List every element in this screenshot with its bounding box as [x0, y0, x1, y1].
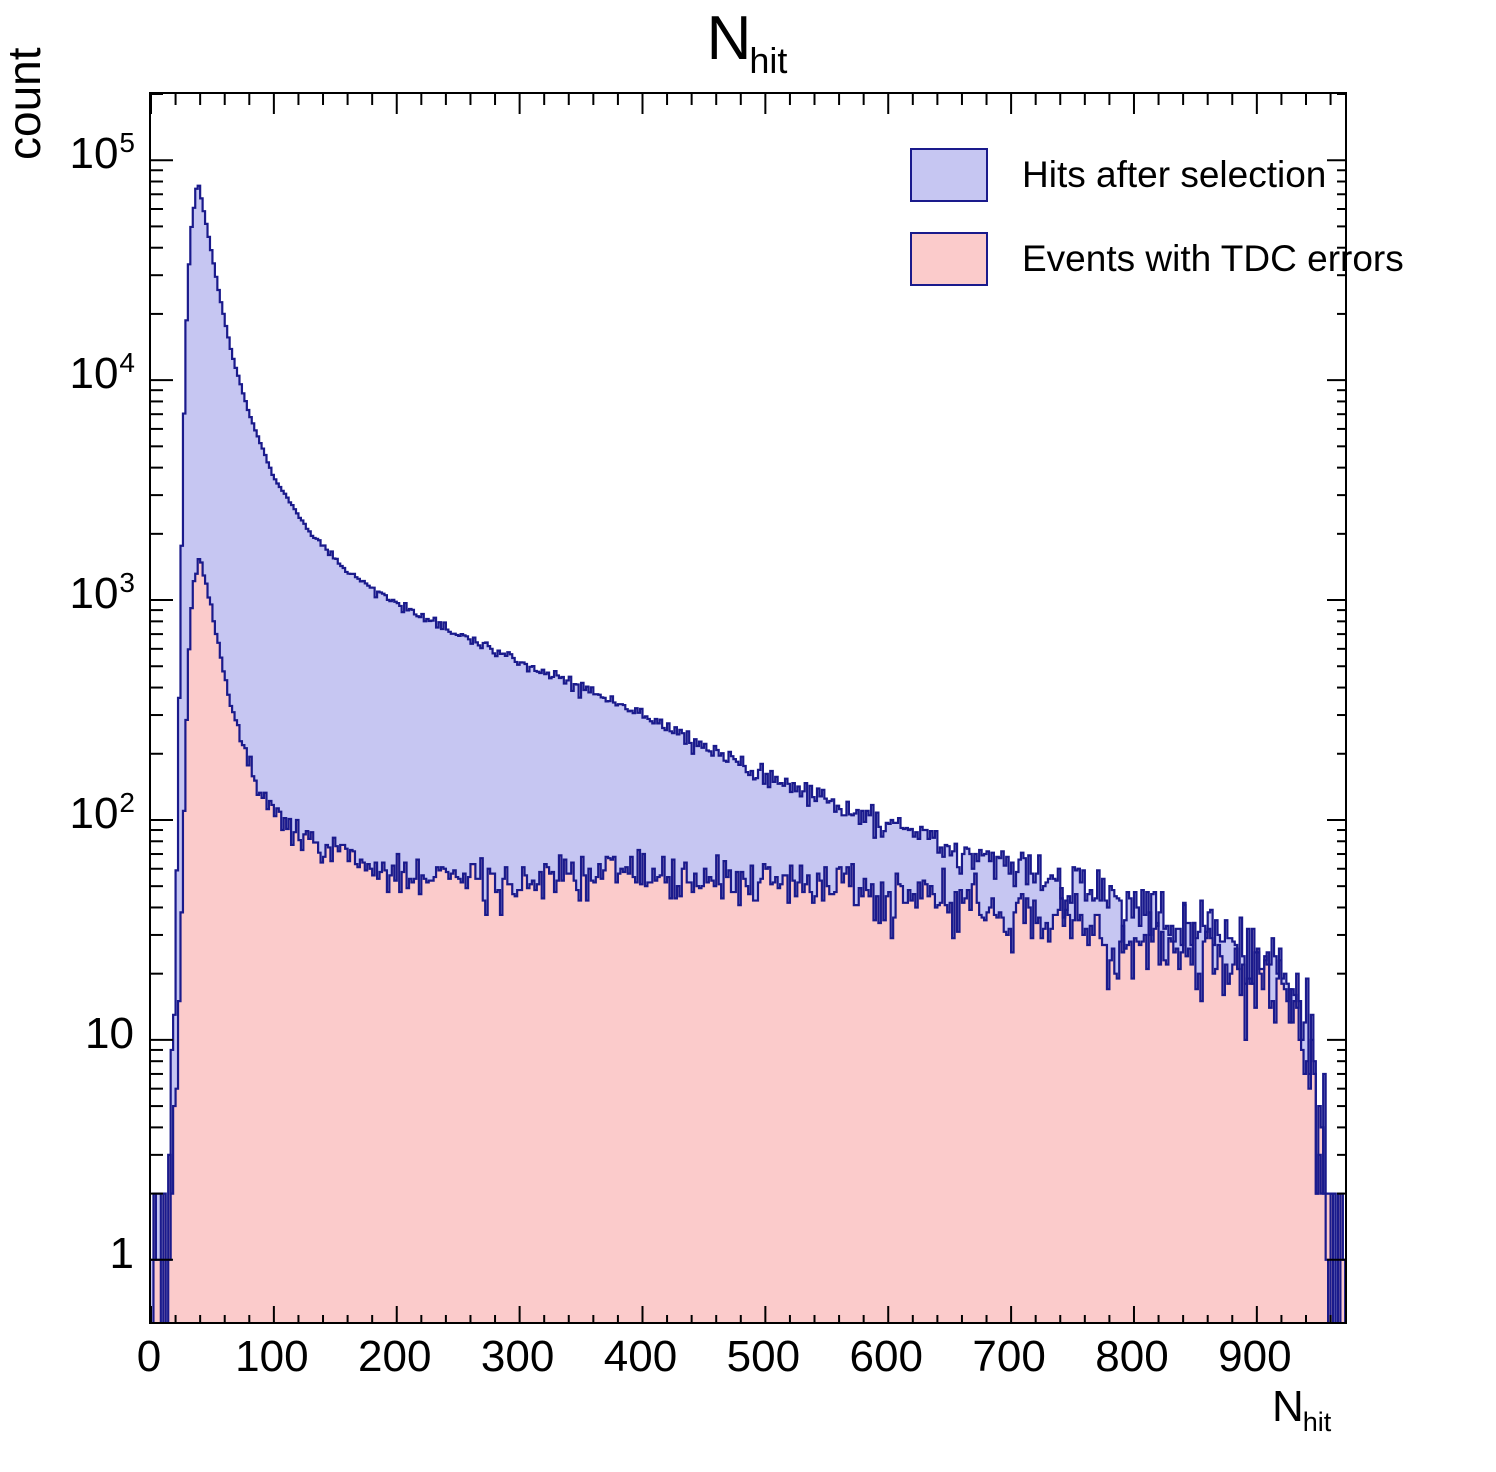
- legend-label: Hits after selection: [1022, 154, 1327, 195]
- y-tick-exponent: 2: [119, 786, 135, 818]
- y-tick-mantissa: 10: [69, 129, 119, 179]
- y-tick-mantissa: 10: [85, 1008, 134, 1058]
- x-axis-tick-label: 100: [235, 1332, 309, 1381]
- plot-frame: [149, 92, 1347, 1324]
- y-axis-tick-label: 102: [69, 786, 135, 839]
- y-axis-tick-label: 103: [69, 567, 135, 619]
- x-axis-tick-label: 0: [136, 1332, 162, 1381]
- y-tick-exponent: 4: [119, 347, 135, 379]
- series-fill-events-with-tdc-errors: [153, 559, 1345, 1322]
- y-axis-tick-label: 104: [69, 347, 135, 399]
- x-axis-tick-label: 600: [849, 1332, 923, 1381]
- x-axis-tick-label: 300: [480, 1332, 555, 1381]
- x-axis-tick-label: 700: [972, 1332, 1046, 1381]
- y-tick-mantissa: 10: [69, 569, 119, 619]
- y-axis-tick-labels: 1 10 102 103 104 105: [0, 0, 142, 1472]
- x-axis-tick-label: 500: [726, 1332, 801, 1381]
- y-axis-tick-label: 10: [85, 1009, 134, 1059]
- x-axis-title-base: N: [1272, 1382, 1304, 1431]
- legend-color-swatch: [910, 232, 988, 286]
- chart-title-base: N: [706, 4, 752, 73]
- chart-title-subscript: hit: [749, 40, 788, 81]
- x-axis-tick-label: 900: [1218, 1332, 1292, 1381]
- legend: Hits after selection Events with TDC erro…: [910, 148, 1404, 296]
- x-axis-title-subscript: hit: [1302, 1407, 1332, 1437]
- axis-ticks: [151, 94, 1345, 1322]
- legend-color-swatch: [910, 148, 988, 202]
- y-tick-exponent: 5: [119, 127, 135, 159]
- y-tick-exponent: 3: [119, 567, 135, 599]
- legend-entry[interactable]: Hits after selection: [910, 148, 1326, 204]
- x-axis-tick-label: 400: [603, 1332, 678, 1381]
- x-axis-title: Nhit: [1272, 1382, 1332, 1437]
- x-axis-tick-label: 800: [1095, 1332, 1169, 1381]
- histogram-plot: [151, 94, 1345, 1322]
- series-outline-hits-after-selection: [151, 184, 1345, 1322]
- y-tick-mantissa: 1: [109, 1228, 134, 1278]
- y-axis-tick-label: 105: [69, 127, 135, 179]
- legend-label: Events with TDC errors: [1022, 238, 1404, 279]
- x-axis-tick-labels: 0 100 200 300 400 500 600 700 800 900: [0, 1332, 1496, 1392]
- series-outline-events-with-tdc-errors: [152, 558, 1345, 1322]
- legend-entry[interactable]: Events with TDC errors: [910, 232, 1404, 288]
- chart-title: Nhit: [0, 8, 1496, 79]
- y-tick-mantissa: 10: [69, 788, 119, 838]
- x-axis-tick-label: 200: [358, 1332, 432, 1381]
- y-axis-tick-label: 1: [110, 1229, 134, 1279]
- y-tick-mantissa: 10: [69, 349, 119, 399]
